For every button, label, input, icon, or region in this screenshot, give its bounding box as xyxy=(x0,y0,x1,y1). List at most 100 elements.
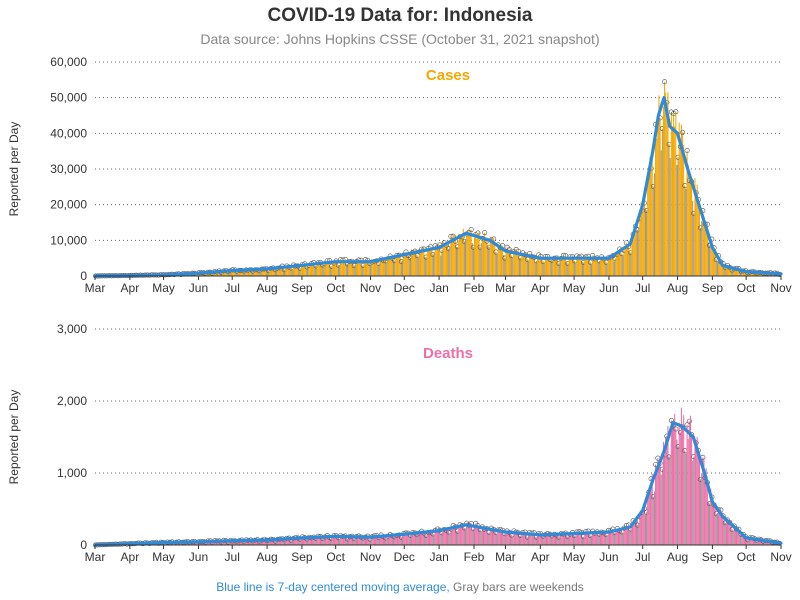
cases-bar xyxy=(568,258,570,276)
cases-bar xyxy=(679,146,681,276)
deaths-bar xyxy=(181,542,183,545)
deaths-bar xyxy=(358,536,360,545)
deaths-bar xyxy=(678,422,680,545)
deaths-bar xyxy=(323,538,325,545)
deaths-bar xyxy=(518,536,521,545)
cases-bar xyxy=(462,228,464,276)
deaths-bar xyxy=(761,539,763,545)
deaths-bar xyxy=(432,533,434,545)
cases-bar xyxy=(393,260,395,276)
deaths-bar xyxy=(188,542,190,545)
cases-bar xyxy=(711,239,713,276)
deaths-bar xyxy=(621,531,623,545)
cases-bar xyxy=(622,256,624,276)
cases-bar xyxy=(342,260,344,276)
cases-bar xyxy=(506,247,508,276)
cases-bar xyxy=(407,255,409,276)
cases-bar xyxy=(758,272,760,276)
deaths-bar xyxy=(516,533,518,545)
cases-daily-marker xyxy=(482,230,488,236)
deaths-bar xyxy=(373,535,375,545)
deaths-bar xyxy=(637,525,639,545)
deaths-bar xyxy=(698,458,700,545)
cases-bar xyxy=(611,257,613,276)
cases-bar xyxy=(696,184,698,276)
cases-bar xyxy=(551,260,553,276)
deaths-bar xyxy=(172,542,174,545)
cases-bar xyxy=(404,253,406,276)
cases-panel: 0 10,000 20,000 30,000 40,000 50,000 60,000 Rep… xyxy=(7,55,792,295)
cases-bar xyxy=(378,263,380,276)
deaths-bar xyxy=(369,539,371,545)
cases-xtick-label: Jun xyxy=(189,281,208,295)
cases-bar xyxy=(713,247,715,276)
cases-bar xyxy=(727,265,729,276)
cases-bar xyxy=(476,238,478,276)
deaths-bar xyxy=(703,458,705,545)
cases-bar xyxy=(330,266,332,276)
deaths-bar xyxy=(200,541,202,545)
deaths-bar xyxy=(276,541,278,545)
deaths-bar xyxy=(547,533,549,545)
deaths-bar xyxy=(277,539,279,545)
cases-bar xyxy=(712,246,714,276)
cases-bar xyxy=(443,242,445,276)
cases-bar xyxy=(667,92,669,277)
cases-bar xyxy=(534,262,536,276)
cases-bar xyxy=(482,239,485,276)
deaths-bar xyxy=(327,536,329,545)
cases-bar xyxy=(420,251,422,276)
deaths-bar xyxy=(370,539,372,545)
cases-bar xyxy=(610,257,612,276)
cases-bar xyxy=(730,266,732,276)
deaths-bar xyxy=(451,526,453,545)
cases-bar xyxy=(334,262,336,276)
deaths-bar xyxy=(772,542,774,545)
cases-bar xyxy=(559,260,561,276)
cases-bar xyxy=(260,270,262,276)
deaths-bar xyxy=(604,531,606,545)
cases-bar xyxy=(397,256,399,276)
deaths-bar xyxy=(527,535,530,545)
cases-bar xyxy=(287,267,289,276)
deaths-bar xyxy=(723,520,725,545)
deaths-bar xyxy=(505,532,507,545)
deaths-bar xyxy=(359,537,361,545)
cases-bar xyxy=(540,256,542,276)
cases-bar xyxy=(259,270,261,276)
cases-bar xyxy=(424,257,426,276)
deaths-bar xyxy=(438,528,440,545)
deaths-xtick-label: Mar xyxy=(85,550,106,564)
deaths-bar xyxy=(396,535,398,545)
deaths-bar xyxy=(303,536,305,545)
cases-bar xyxy=(604,257,606,276)
cases-bar xyxy=(608,258,611,276)
deaths-bar xyxy=(304,537,306,545)
deaths-bar xyxy=(412,532,414,545)
deaths-bar xyxy=(601,532,603,545)
deaths-bar xyxy=(688,421,690,545)
deaths-bar xyxy=(657,458,659,545)
cases-bar xyxy=(250,269,252,276)
cases-bar xyxy=(460,235,462,276)
deaths-bar xyxy=(379,535,381,545)
deaths-bar xyxy=(607,530,609,545)
cases-bar xyxy=(225,270,227,276)
deaths-bar xyxy=(506,531,508,545)
deaths-bar xyxy=(287,538,289,545)
cases-bar xyxy=(381,259,383,276)
cases-bar xyxy=(261,269,263,276)
deaths-bar xyxy=(345,537,347,545)
cases-bar xyxy=(448,248,450,276)
cases-bar xyxy=(360,260,362,276)
cases-bar xyxy=(511,255,513,276)
deaths-bar xyxy=(677,446,679,545)
deaths-bar xyxy=(488,532,490,545)
cases-bar xyxy=(595,257,597,276)
deaths-bar xyxy=(427,532,429,545)
deaths-bar xyxy=(452,525,454,545)
deaths-bar xyxy=(530,534,532,545)
cases-bar xyxy=(755,272,757,276)
deaths-bar xyxy=(480,531,482,545)
cases-bar xyxy=(508,249,510,276)
